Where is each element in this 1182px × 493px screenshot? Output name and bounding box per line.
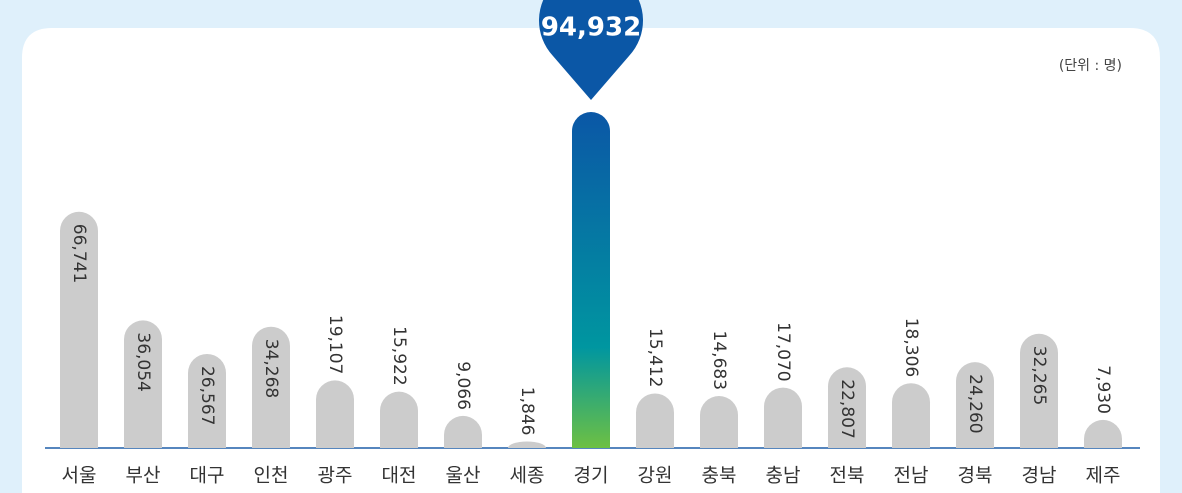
- x-tick-label: 부산: [126, 465, 161, 487]
- x-tick-label: 경기: [574, 465, 609, 487]
- x-tick-label: 전남: [894, 465, 929, 487]
- pin-label: 94,932: [541, 13, 641, 43]
- value-label: 26,567: [197, 366, 217, 425]
- value-label: 15,412: [645, 328, 665, 387]
- bar: [60, 211, 98, 448]
- bar: [572, 112, 610, 448]
- unit-label: (단위 : 명): [1059, 58, 1122, 74]
- value-label: 17,070: [773, 322, 793, 381]
- value-label: 15,922: [389, 326, 409, 385]
- value-label: 18,306: [901, 318, 921, 377]
- x-tick-label: 인천: [254, 465, 289, 487]
- x-tick-label: 세종: [510, 465, 545, 487]
- x-tick-label: 대전: [382, 465, 417, 487]
- bar: [1084, 419, 1122, 448]
- value-label: 34,268: [261, 339, 281, 398]
- value-label: 22,807: [837, 379, 857, 438]
- x-tick-label: 경북: [958, 465, 993, 487]
- value-label: 1,846: [517, 387, 537, 436]
- bar: [1020, 333, 1058, 448]
- value-label: 14,683: [709, 331, 729, 390]
- bar: [956, 362, 994, 448]
- x-tick-label: 충북: [702, 465, 737, 487]
- pin: [539, 0, 643, 100]
- bar: [700, 396, 738, 448]
- bar: [124, 320, 162, 448]
- bar: [444, 415, 482, 448]
- value-label: 36,054: [133, 332, 153, 391]
- value-label: 32,265: [1029, 346, 1049, 405]
- bar: [508, 441, 546, 448]
- value-label: 66,741: [69, 224, 89, 283]
- x-tick-label: 전북: [830, 465, 865, 487]
- x-tick-label: 광주: [318, 465, 353, 487]
- bar: [252, 326, 290, 448]
- value-label: 19,107: [325, 315, 345, 374]
- bar: [764, 387, 802, 448]
- x-tick-label: 울산: [446, 465, 481, 487]
- x-tick-label: 경남: [1022, 465, 1057, 487]
- bar: [380, 391, 418, 448]
- bar: [316, 380, 354, 448]
- x-tick-label: 서울: [62, 465, 97, 487]
- bar: [828, 367, 866, 448]
- bar: [892, 383, 930, 448]
- value-label: 7,930: [1093, 365, 1113, 414]
- x-tick-label: 대구: [190, 465, 225, 487]
- x-tick-label: 충남: [766, 465, 801, 487]
- x-tick-label: 제주: [1086, 465, 1121, 487]
- value-label: 9,066: [453, 361, 473, 410]
- value-label: 24,260: [965, 374, 985, 433]
- bar: [636, 393, 674, 448]
- bar: [188, 353, 226, 448]
- x-tick-label: 강원: [638, 465, 673, 487]
